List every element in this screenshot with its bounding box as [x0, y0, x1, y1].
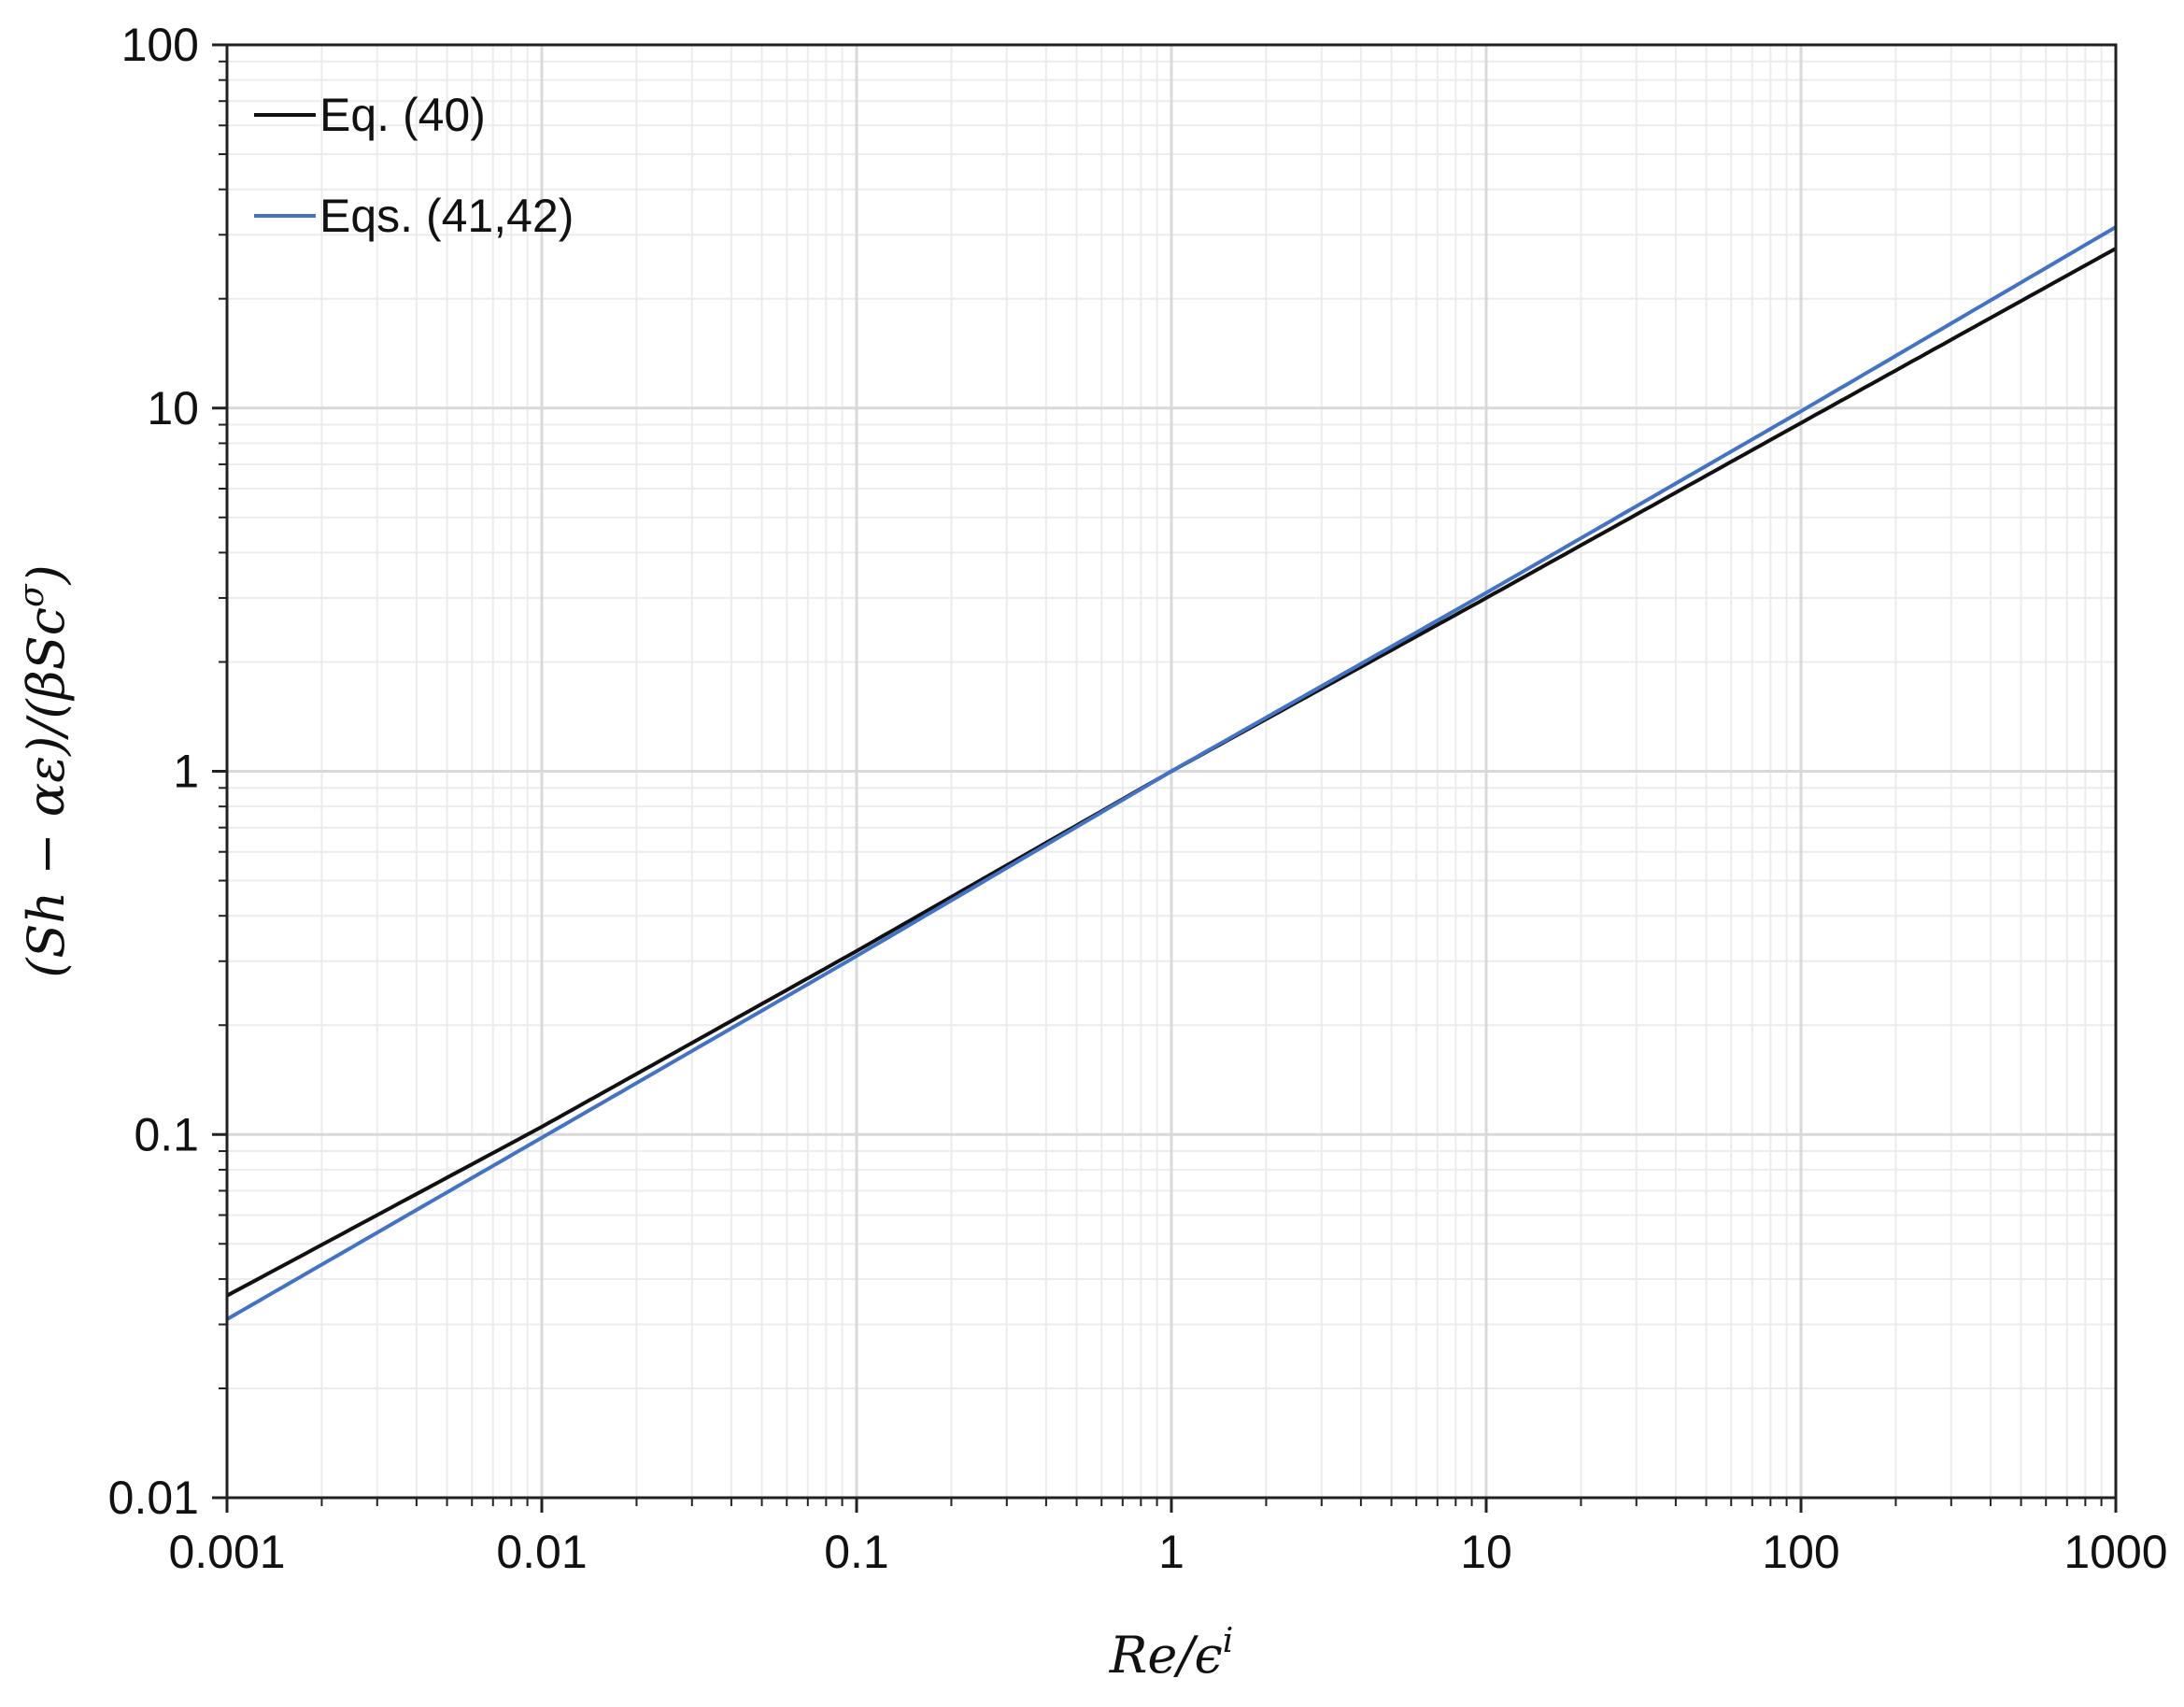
y-tick-label: 100 — [121, 19, 199, 71]
y-tick-label: 1 — [173, 746, 199, 798]
series-line-2 — [225, 225, 2118, 1321]
x-axis-title-sup: i — [1223, 1622, 1234, 1660]
x-tick-label: 1 — [1158, 1526, 1184, 1578]
y-axis-title: (Sh − αε)/(βScσ) — [13, 564, 76, 977]
legend-label: Eq. (40) — [319, 89, 486, 141]
x-axis-title-base: Re/ϵ — [1109, 1626, 1223, 1685]
y-tick-label: 10 — [147, 382, 199, 434]
ticks-layer — [212, 43, 2118, 1513]
x-axis-title: Re/ϵi — [1109, 1622, 1234, 1685]
series-layer — [225, 225, 2118, 1321]
legend: Eq. (40) Eqs. (41,42) — [254, 89, 574, 242]
x-tick-label: 0.1 — [824, 1526, 889, 1578]
y-axis-title-pre: (Sh − αε)/(βSc — [17, 607, 76, 978]
y-axis-title-sup: σ — [13, 583, 51, 607]
y-axis-title-post: ) — [17, 564, 76, 585]
legend-label: Eqs. (41,42) — [319, 190, 574, 242]
x-tick-label: 0.01 — [496, 1526, 587, 1578]
x-tick-label: 100 — [1762, 1526, 1839, 1578]
x-tick-label: 10 — [1460, 1526, 1512, 1578]
x-tick-label: 0.001 — [168, 1526, 285, 1578]
y-tick-label: 0.01 — [108, 1472, 199, 1524]
x-tick-label: 1000 — [2063, 1526, 2167, 1578]
y-tick-label: 0.1 — [134, 1108, 199, 1160]
